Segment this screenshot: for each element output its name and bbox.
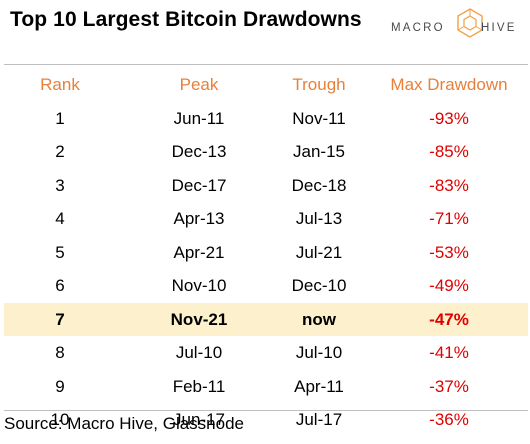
table-row: 3 Dec-17 Dec-18 -83% — [4, 169, 528, 203]
max-drawdown-cell: -83% — [429, 175, 469, 195]
column-header-peak: Peak — [179, 75, 219, 94]
peak-cell: Nov-10 — [171, 276, 227, 295]
table-row: 8 Jul-10 Jul-10 -41% — [4, 336, 528, 370]
peak-cell: Jun-17 — [173, 410, 225, 429]
drawdown-table: Rank Peak Trough Max Drawdown 1 Jun-11 Nov… — [4, 68, 528, 437]
max-drawdown-cell: -47% — [429, 309, 469, 329]
trough-cell: Jan-15 — [293, 142, 345, 161]
table-row: 7 Nov-21 now -47% — [4, 302, 528, 336]
trough-cell: now — [302, 309, 336, 329]
trough-cell: Dec-10 — [291, 276, 347, 295]
macro-hive-logo: MACRO HIVE — [391, 6, 523, 54]
peak-cell: Jul-10 — [175, 343, 223, 362]
max-drawdown-cell: -93% — [429, 108, 469, 128]
max-drawdown-cell: -41% — [429, 343, 469, 362]
column-header-trough: Trough — [292, 75, 346, 94]
peak-cell: Feb-11 — [172, 376, 226, 396]
max-drawdown-cell: -53% — [429, 242, 469, 262]
rank-cell: 8 — [55, 343, 65, 362]
trough-cell: Dec-18 — [291, 175, 347, 195]
peak-cell: Jun-11 — [173, 108, 225, 128]
trough-cell: Jul-17 — [295, 410, 343, 429]
table-row: 2 Dec-13 Jan-15 -85% — [4, 135, 528, 169]
table-top-divider — [4, 64, 528, 65]
trough-cell: Jul-10 — [295, 343, 343, 362]
peak-cell: Apr-21 — [173, 242, 225, 262]
page-title: Top 10 Largest Bitcoin Drawdowns — [10, 8, 362, 31]
table-bottom-divider — [4, 410, 528, 411]
rank-cell: 4 — [55, 209, 65, 228]
trough-cell: Jul-21 — [295, 242, 343, 262]
rank-cell: 7 — [55, 309, 65, 329]
table-row: 1 Jun-11 Nov-11 -93% — [4, 102, 528, 136]
peak-cell: Apr-13 — [173, 209, 225, 228]
rank-cell: 3 — [55, 175, 65, 195]
trough-cell: Apr-11 — [294, 376, 344, 396]
table-row: 5 Apr-21 Jul-21 -53% — [4, 236, 528, 270]
rank-cell: 1 — [55, 108, 65, 128]
max-drawdown-cell: -85% — [429, 142, 469, 161]
table-body: 1 Jun-11 Nov-11 -93% 2 Dec-13 Jan-15 -85% 3 Dec-1… — [4, 102, 528, 437]
rank-cell: 10 — [50, 410, 70, 429]
trough-cell: Nov-11 — [292, 108, 346, 128]
rank-cell: 6 — [55, 276, 65, 295]
logo-text-macro: MACRO — [391, 22, 445, 34]
column-header-max-drawdown: Max Drawdown — [390, 75, 508, 94]
table-row: 6 Nov-10 Dec-10 -49% — [4, 269, 528, 303]
rank-cell: 9 — [55, 376, 65, 396]
max-drawdown-cell: -49% — [429, 276, 469, 295]
max-drawdown-cell: -71% — [429, 209, 469, 228]
trough-cell: Jul-13 — [295, 209, 343, 228]
table-header-row: Rank Peak Trough Max Drawdown — [4, 68, 528, 102]
table-row: 4 Apr-13 Jul-13 -71% — [4, 202, 528, 236]
max-drawdown-cell: -36% — [429, 410, 469, 429]
column-header-rank: Rank — [40, 75, 80, 94]
peak-cell: Dec-13 — [171, 142, 227, 161]
hexagon-icon — [457, 8, 483, 38]
rank-cell: 5 — [55, 242, 65, 262]
rank-cell: 2 — [55, 142, 65, 161]
table-row: 10 Jun-17 Jul-17 -36% — [4, 403, 528, 437]
source-note: Source: Macro Hive, Glassnode — [4, 414, 244, 433]
peak-cell: Nov-21 — [170, 309, 228, 329]
peak-cell: Dec-17 — [171, 175, 227, 195]
table-row: 9 Feb-11 Apr-11 -37% — [4, 370, 528, 404]
logo-text-hive: HIVE — [481, 22, 517, 34]
max-drawdown-cell: -37% — [429, 376, 469, 396]
